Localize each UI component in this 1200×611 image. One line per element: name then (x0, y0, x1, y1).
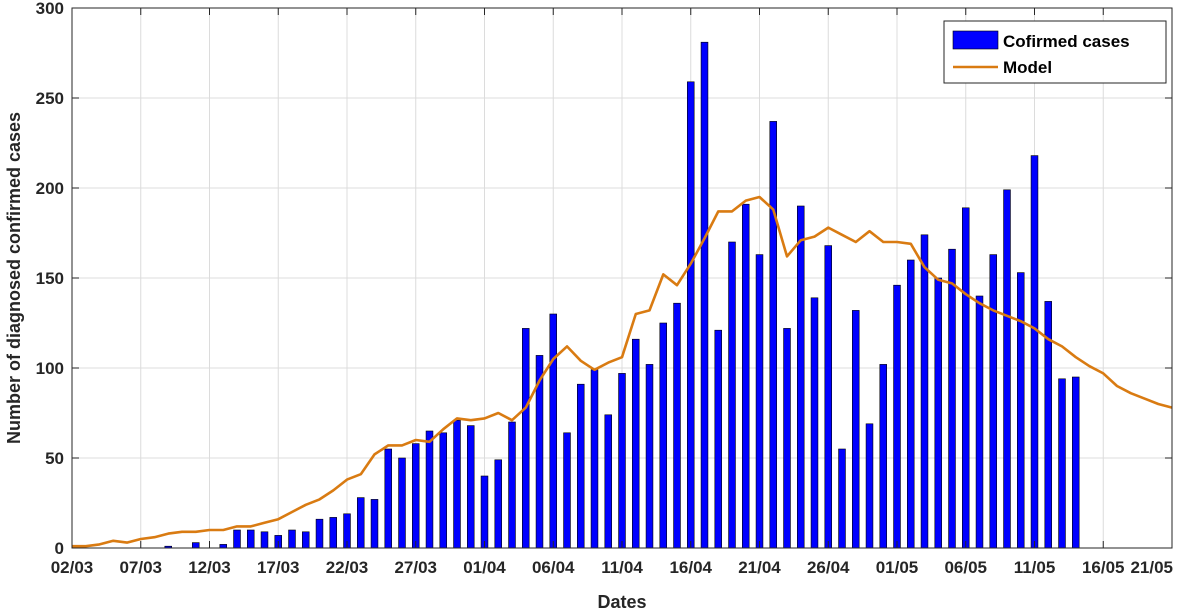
legend-label-bars: Cofirmed cases (1003, 32, 1130, 51)
bar (783, 328, 791, 549)
bar (645, 364, 654, 549)
x-axis-label: Dates (597, 592, 646, 611)
bar (329, 517, 337, 549)
bar (962, 207, 970, 549)
bar (659, 322, 667, 549)
bar (989, 254, 997, 549)
bar (412, 443, 420, 549)
legend: Cofirmed cases Model (943, 20, 1167, 84)
y-axis-label: Number of diagnosed confirmed cases (4, 112, 24, 444)
x-tick-label: 06/05 (944, 558, 987, 577)
bar (824, 245, 832, 549)
bar (893, 284, 901, 549)
x-tick-label: 01/05 (876, 558, 919, 577)
x-tick-label: 01/04 (463, 558, 506, 577)
model-line (72, 195, 1173, 548)
bar (398, 457, 406, 549)
bar (494, 459, 502, 549)
x-tick-label: 11/04 (601, 558, 643, 577)
x-tick-label: 26/04 (807, 558, 850, 577)
bar (439, 432, 447, 549)
bar (1072, 376, 1080, 549)
legend-label-model: Model (1003, 58, 1052, 77)
y-tick-label: 250 (36, 89, 64, 108)
y-tick-label: 50 (45, 449, 64, 468)
bar (522, 328, 530, 549)
bar (302, 531, 310, 549)
bar (577, 383, 585, 549)
bar (838, 448, 846, 549)
bar (618, 373, 626, 549)
bar (604, 414, 612, 549)
bar (219, 544, 227, 549)
bar (467, 425, 475, 549)
y-tick-label: 200 (36, 179, 64, 198)
x-tick-label: 22/03 (326, 558, 369, 577)
x-tick-label: 16/05 (1082, 558, 1125, 577)
bar (357, 497, 365, 549)
bar (797, 205, 805, 549)
y-tick-label: 300 (36, 0, 64, 18)
bar (260, 531, 269, 549)
x-tick-label: 11/05 (1014, 558, 1056, 577)
x-tick-label: 21/05 (1130, 558, 1173, 577)
bar (315, 518, 324, 549)
bar (590, 369, 599, 549)
x-tick-label: 02/03 (51, 558, 94, 577)
bar (288, 529, 296, 549)
bar (1030, 155, 1039, 549)
bar (934, 277, 942, 549)
x-tick-label: 16/04 (669, 558, 712, 577)
bar (247, 529, 255, 549)
bar (632, 338, 640, 549)
bar (975, 295, 984, 549)
bar (563, 432, 571, 549)
bar (384, 448, 392, 549)
bar (948, 248, 956, 549)
bar (879, 364, 887, 549)
bar (1003, 189, 1011, 549)
bars-layer (164, 41, 1080, 549)
x-tick-label: 17/03 (257, 558, 300, 577)
bar (508, 421, 516, 549)
bar (233, 529, 241, 549)
y-tick-label: 150 (36, 269, 64, 288)
bar (769, 121, 777, 549)
bar (370, 499, 379, 549)
y-tick-label: 100 (36, 359, 64, 378)
x-axis-ticks: 02/03 07/03 12/03 17/03 22/03 27/03 01/04 06/04… (51, 8, 1173, 577)
bar (480, 475, 489, 549)
bar (810, 297, 819, 549)
bar (742, 203, 750, 549)
bar (1017, 272, 1025, 549)
legend-box (943, 20, 1167, 84)
bar (453, 419, 461, 549)
y-axis-ticks: 0 50 100 150 200 250 300 (36, 0, 1172, 558)
bar (865, 423, 874, 549)
y-tick-label: 0 (55, 539, 64, 558)
bar (1058, 378, 1066, 549)
x-tick-label: 27/03 (394, 558, 437, 577)
bar (549, 313, 557, 549)
bar (192, 542, 200, 549)
bar (852, 310, 860, 549)
bar (755, 254, 764, 549)
x-tick-label: 07/03 (119, 558, 162, 577)
bar (425, 430, 434, 549)
x-tick-label: 12/03 (188, 558, 231, 577)
x-tick-label: 06/04 (532, 558, 575, 577)
bar (687, 81, 695, 549)
bar (714, 329, 722, 549)
bar (700, 41, 709, 549)
x-tick-label: 21/04 (738, 558, 781, 577)
bar (920, 234, 929, 549)
legend-swatch-bars (952, 30, 999, 50)
bar (728, 241, 736, 549)
bar (907, 259, 915, 549)
bar (673, 302, 681, 549)
